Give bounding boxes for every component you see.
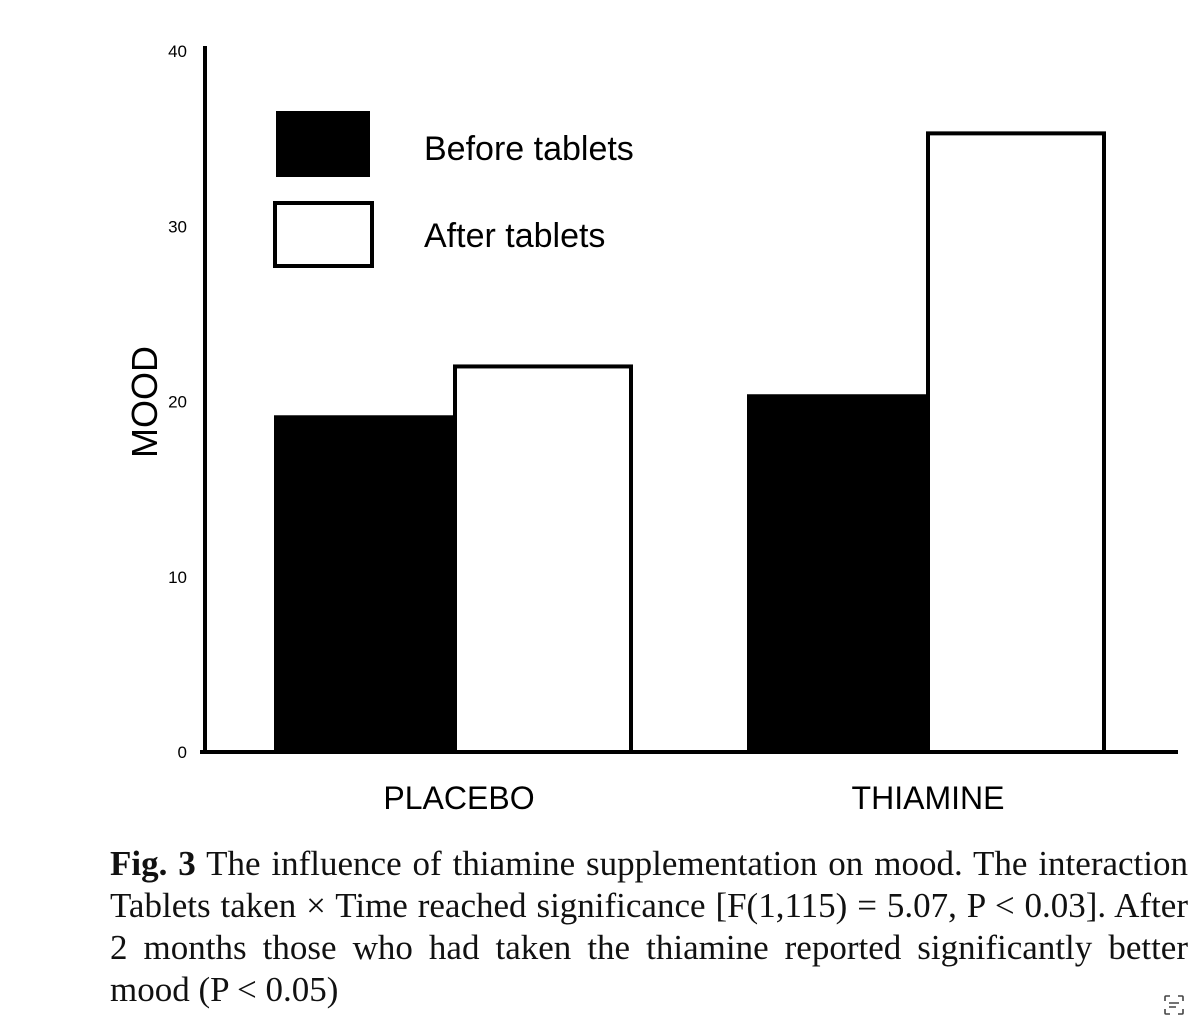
y-tick-label-20: 20: [168, 393, 187, 412]
legend-swatch-after-tablets: [273, 201, 374, 268]
legend: Before tablets After tablets: [273, 111, 634, 268]
y-axis-label: MOOD: [124, 346, 165, 458]
legend-label-after-tablets: After tablets: [424, 217, 605, 255]
bars-group: [274, 131, 1106, 754]
bar-thiamine-after-tablets: [926, 131, 1106, 754]
figure-caption: Fig. 3 The influence of thiamine supplem…: [110, 843, 1188, 1011]
y-tick-label-0: 0: [178, 743, 187, 762]
category-labels-group: PLACEBO THIAMINE: [383, 780, 1004, 816]
y-tick-label-40: 40: [168, 42, 187, 61]
category-label-placebo: PLACEBO: [383, 780, 534, 816]
legend-label-before-tablets: Before tablets: [424, 130, 634, 168]
axes-group: [200, 46, 1178, 754]
caption-figure-number: Fig. 3: [110, 844, 196, 883]
legend-swatch-before-tablets: [276, 111, 370, 177]
lens-icon[interactable]: [1163, 994, 1185, 1016]
y-tick-label-10: 10: [168, 568, 187, 587]
bar-placebo-after-tablets: [453, 364, 633, 754]
category-label-thiamine: THIAMINE: [852, 780, 1005, 816]
caption-text: The influence of thiamine supplementatio…: [110, 844, 1188, 1009]
bar-thiamine-before-tablets: [747, 394, 930, 754]
y-ticks-group: 0 10 20 30 40: [168, 42, 187, 762]
bar-placebo-before-tablets: [274, 415, 457, 754]
y-tick-label-30: 30: [168, 217, 187, 236]
